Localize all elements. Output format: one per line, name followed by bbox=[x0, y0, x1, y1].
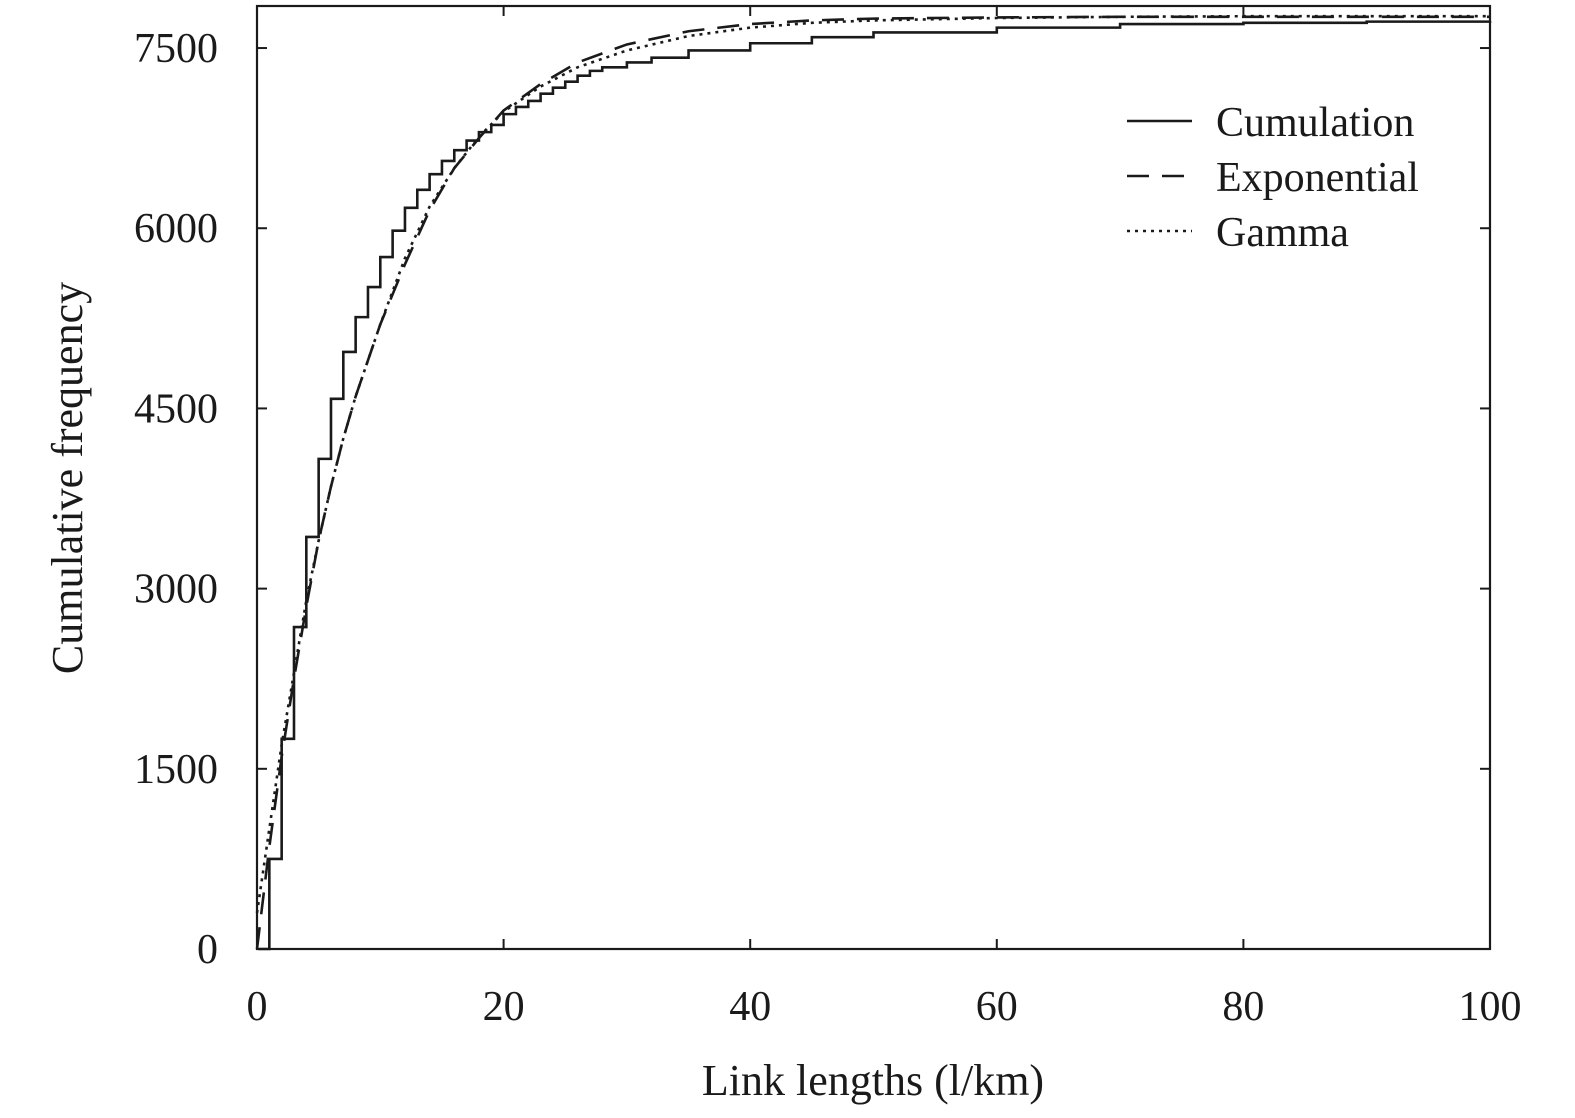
axis-ticks: 0 20 40 60 80 100 0 1500 3000 4500 6000 7500 bbox=[134, 6, 1522, 1030]
y-tick-label: 6000 bbox=[134, 206, 218, 252]
x-tick-label: 100 bbox=[1459, 984, 1522, 1030]
series-layer bbox=[255, 14, 1492, 951]
x-tick-label: 80 bbox=[1222, 984, 1264, 1030]
y-axis-label: Cumulative frequency bbox=[43, 282, 92, 674]
legend-label-gamma: Gamma bbox=[1216, 210, 1349, 256]
x-tick-label: 60 bbox=[976, 984, 1018, 1030]
y-tick-label: 7500 bbox=[134, 26, 218, 72]
y-tick-label: 3000 bbox=[134, 567, 218, 613]
legend-label-cumulation: Cumulation bbox=[1216, 100, 1414, 146]
y-tick-label: 4500 bbox=[134, 386, 218, 432]
series-gamma-line bbox=[255, 14, 1490, 914]
x-tick-label: 0 bbox=[247, 984, 268, 1030]
series-cumulation-line bbox=[258, 20, 1492, 951]
plot-frame bbox=[255, 4, 1492, 951]
y-tick-label: 0 bbox=[197, 927, 218, 973]
legend: Cumulation Exponential Gamma bbox=[1127, 100, 1419, 256]
x-tick-label: 20 bbox=[483, 984, 525, 1030]
series-exponential-line bbox=[255, 15, 1490, 950]
y-tick-label: 1500 bbox=[134, 747, 218, 793]
x-axis-label: Link lengths (l/km) bbox=[702, 1056, 1044, 1105]
x-tick-label: 40 bbox=[729, 984, 771, 1030]
legend-label-exponential: Exponential bbox=[1216, 155, 1419, 201]
